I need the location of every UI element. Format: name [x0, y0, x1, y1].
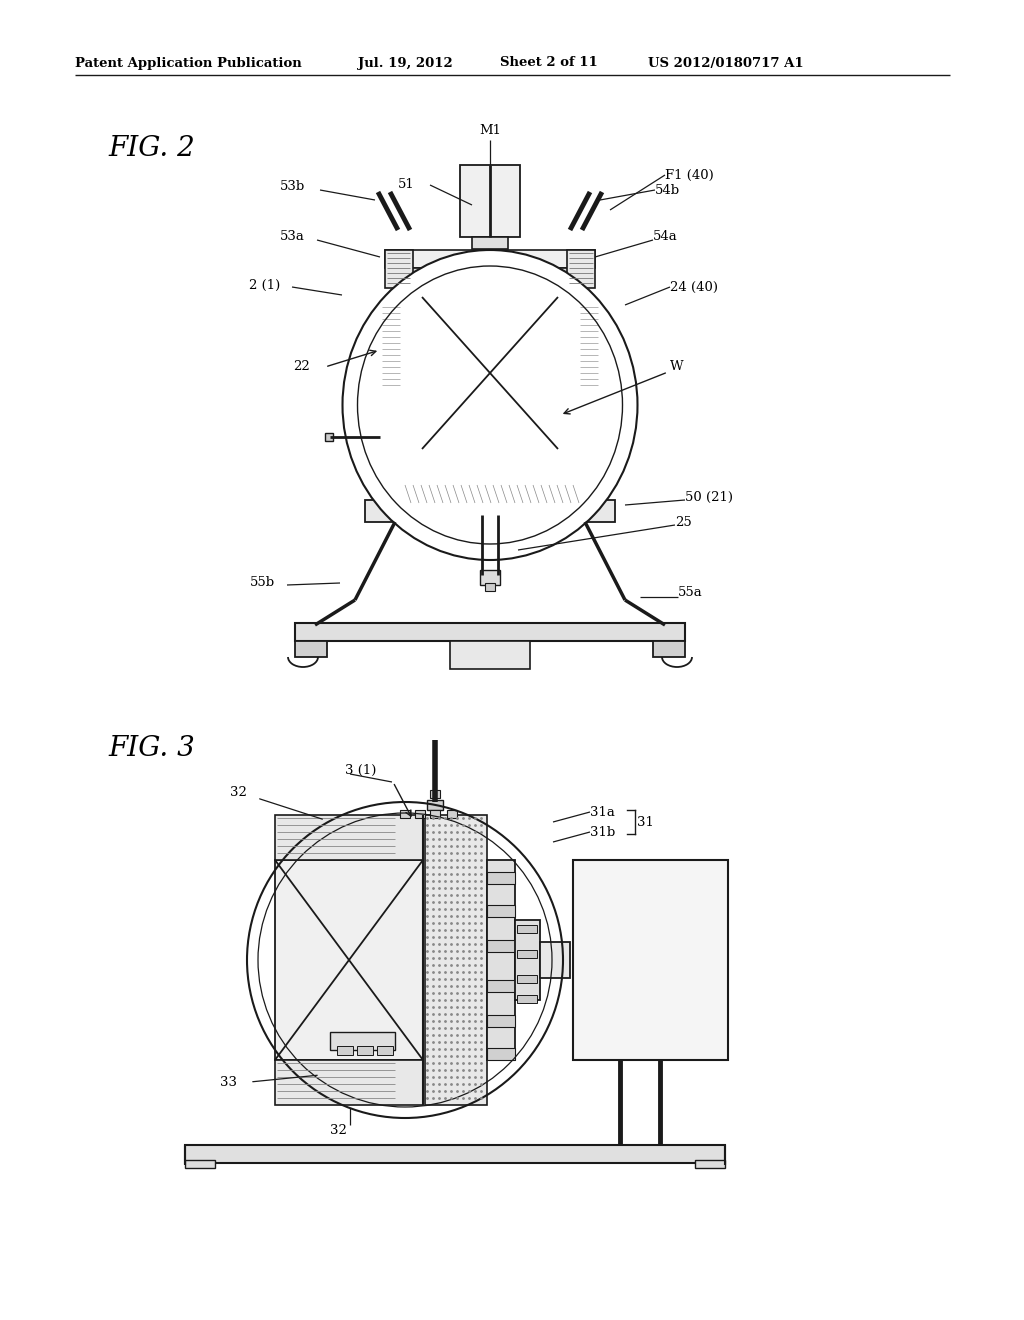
Bar	[427, 800, 443, 810]
Text: 31b: 31b	[590, 825, 615, 838]
Text: 2 (1): 2 (1)	[249, 279, 280, 292]
Bar	[495, 447, 515, 457]
Bar	[398, 503, 582, 515]
Bar	[567, 249, 595, 288]
Bar	[275, 1060, 423, 1105]
Text: 32: 32	[330, 1123, 347, 1137]
Bar	[480, 570, 500, 585]
Bar	[337, 1045, 353, 1055]
Bar	[425, 814, 487, 1105]
Ellipse shape	[342, 249, 638, 560]
Bar	[487, 940, 515, 952]
Text: 54a: 54a	[653, 231, 678, 243]
Text: 53a: 53a	[281, 231, 305, 243]
Text: FIG. 2: FIG. 2	[108, 135, 195, 161]
Bar	[275, 814, 423, 861]
Bar	[695, 1160, 725, 1168]
Text: 55b: 55b	[250, 577, 275, 590]
Bar	[415, 810, 425, 818]
Bar	[402, 286, 578, 487]
Bar	[485, 583, 495, 591]
Bar	[517, 975, 537, 983]
Bar	[275, 861, 423, 1060]
Bar	[295, 642, 327, 657]
Bar	[487, 979, 515, 993]
Bar	[515, 920, 540, 1001]
Bar	[385, 249, 595, 268]
Bar	[445, 447, 465, 457]
Bar	[422, 297, 558, 449]
Text: 32: 32	[230, 785, 247, 799]
Text: 54b: 54b	[655, 183, 680, 197]
Bar	[573, 861, 728, 1060]
Text: FIG. 3: FIG. 3	[108, 734, 195, 762]
Bar	[470, 447, 490, 457]
Text: 55a: 55a	[678, 586, 702, 599]
Bar	[487, 1015, 515, 1027]
Text: 31: 31	[637, 816, 654, 829]
Bar	[380, 305, 402, 389]
Bar	[430, 789, 440, 799]
Text: 24 (40): 24 (40)	[670, 281, 718, 293]
Bar	[447, 810, 457, 818]
Bar	[377, 1045, 393, 1055]
Bar	[325, 433, 333, 441]
Bar	[517, 950, 537, 958]
Bar	[357, 1045, 373, 1055]
Bar	[185, 1144, 725, 1163]
Text: Patent Application Publication: Patent Application Publication	[75, 57, 302, 70]
Bar	[653, 642, 685, 657]
Bar	[430, 810, 440, 818]
Bar	[487, 1048, 515, 1060]
Text: 31a: 31a	[590, 805, 614, 818]
Text: 3 (1): 3 (1)	[345, 763, 377, 776]
Bar	[487, 873, 515, 884]
Bar	[487, 861, 515, 1060]
Bar	[365, 500, 615, 521]
Bar	[432, 436, 548, 451]
Text: US 2012/0180717 A1: US 2012/0180717 A1	[648, 57, 804, 70]
Text: Sheet 2 of 11: Sheet 2 of 11	[500, 57, 598, 70]
Bar	[540, 942, 570, 978]
Text: F1 (40): F1 (40)	[665, 169, 714, 181]
Bar	[517, 995, 537, 1003]
Bar	[185, 1160, 215, 1168]
Text: 50 (21): 50 (21)	[685, 491, 733, 503]
Bar	[402, 484, 578, 503]
Bar	[395, 268, 585, 288]
Text: W: W	[670, 360, 684, 374]
Text: 53b: 53b	[280, 181, 305, 194]
Text: M1: M1	[479, 124, 501, 136]
Bar	[330, 1032, 395, 1049]
Bar	[295, 623, 685, 642]
Text: 33: 33	[220, 1076, 237, 1089]
Bar	[400, 810, 410, 818]
Text: 51: 51	[398, 178, 415, 191]
Text: 22: 22	[293, 360, 310, 374]
Bar	[450, 642, 530, 669]
Bar	[472, 238, 508, 249]
Bar	[520, 447, 540, 457]
Bar	[517, 925, 537, 933]
Bar	[487, 906, 515, 917]
Bar	[578, 305, 600, 389]
Bar	[460, 165, 520, 238]
Text: Jul. 19, 2012: Jul. 19, 2012	[358, 57, 453, 70]
Text: 25: 25	[675, 516, 692, 529]
Bar	[385, 249, 413, 288]
